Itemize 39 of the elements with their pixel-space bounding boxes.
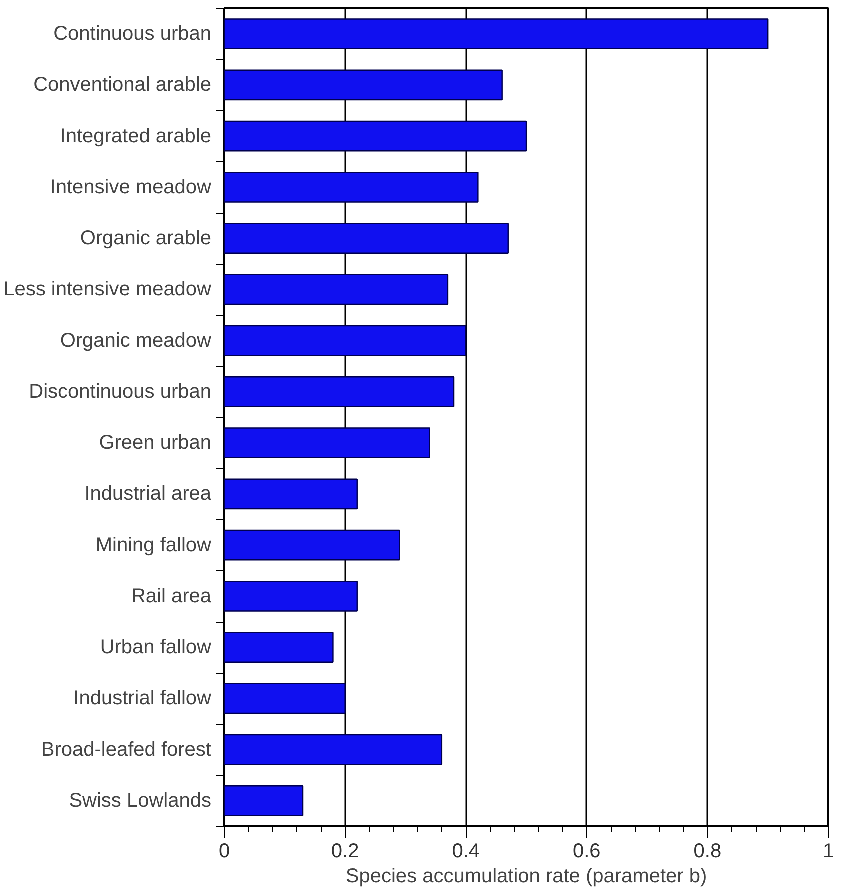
x-tick-label: 0.4 <box>452 840 480 862</box>
y-tick-label: Integrated arable <box>60 125 212 148</box>
y-tick-label: Urban fallow <box>100 636 212 659</box>
bar <box>224 70 503 101</box>
y-tick-label: Swiss Lowlands <box>69 790 212 812</box>
bar <box>224 223 509 254</box>
y-tick-label: Less intensive meadow <box>4 278 212 301</box>
bar <box>224 478 358 510</box>
y-tick-label: Mining fallow <box>96 534 212 556</box>
x-axis-title: Species accumulation rate (parameter b) <box>346 866 708 888</box>
bar <box>224 632 334 663</box>
bar <box>224 325 467 356</box>
bar <box>224 734 443 766</box>
y-tick-label: Discontinuous urban <box>29 380 212 403</box>
y-tick-label: Green urban <box>99 432 212 454</box>
x-tick-label: 0.8 <box>694 840 722 862</box>
y-tick-label: Continuous urban <box>54 23 212 46</box>
bar <box>224 172 479 203</box>
y-tick-label: Industrial fallow <box>74 688 212 710</box>
y-tick-label: Broad-leafed forest <box>41 738 212 761</box>
bar <box>224 428 430 458</box>
bar <box>224 683 346 714</box>
x-tick-label: 0 <box>218 840 230 862</box>
bar <box>224 786 304 816</box>
bar <box>224 120 528 152</box>
y-tick-label: Intensive meadow <box>50 176 212 198</box>
bar <box>224 581 358 612</box>
bar <box>224 274 449 306</box>
y-tick-label: Organic meadow <box>60 330 212 352</box>
x-tick-label: 0.6 <box>573 840 601 862</box>
bar <box>224 530 400 561</box>
x-tick-label: 0.2 <box>331 840 360 862</box>
y-tick-label: Industrial area <box>84 483 212 506</box>
y-tick-label: Organic arable <box>80 228 212 250</box>
y-tick-label: Conventional arable <box>34 74 212 96</box>
bar <box>224 18 769 50</box>
x-tick-label: 1 <box>822 840 834 862</box>
bar <box>224 376 455 408</box>
y-tick-label: Rail area <box>131 585 212 608</box>
